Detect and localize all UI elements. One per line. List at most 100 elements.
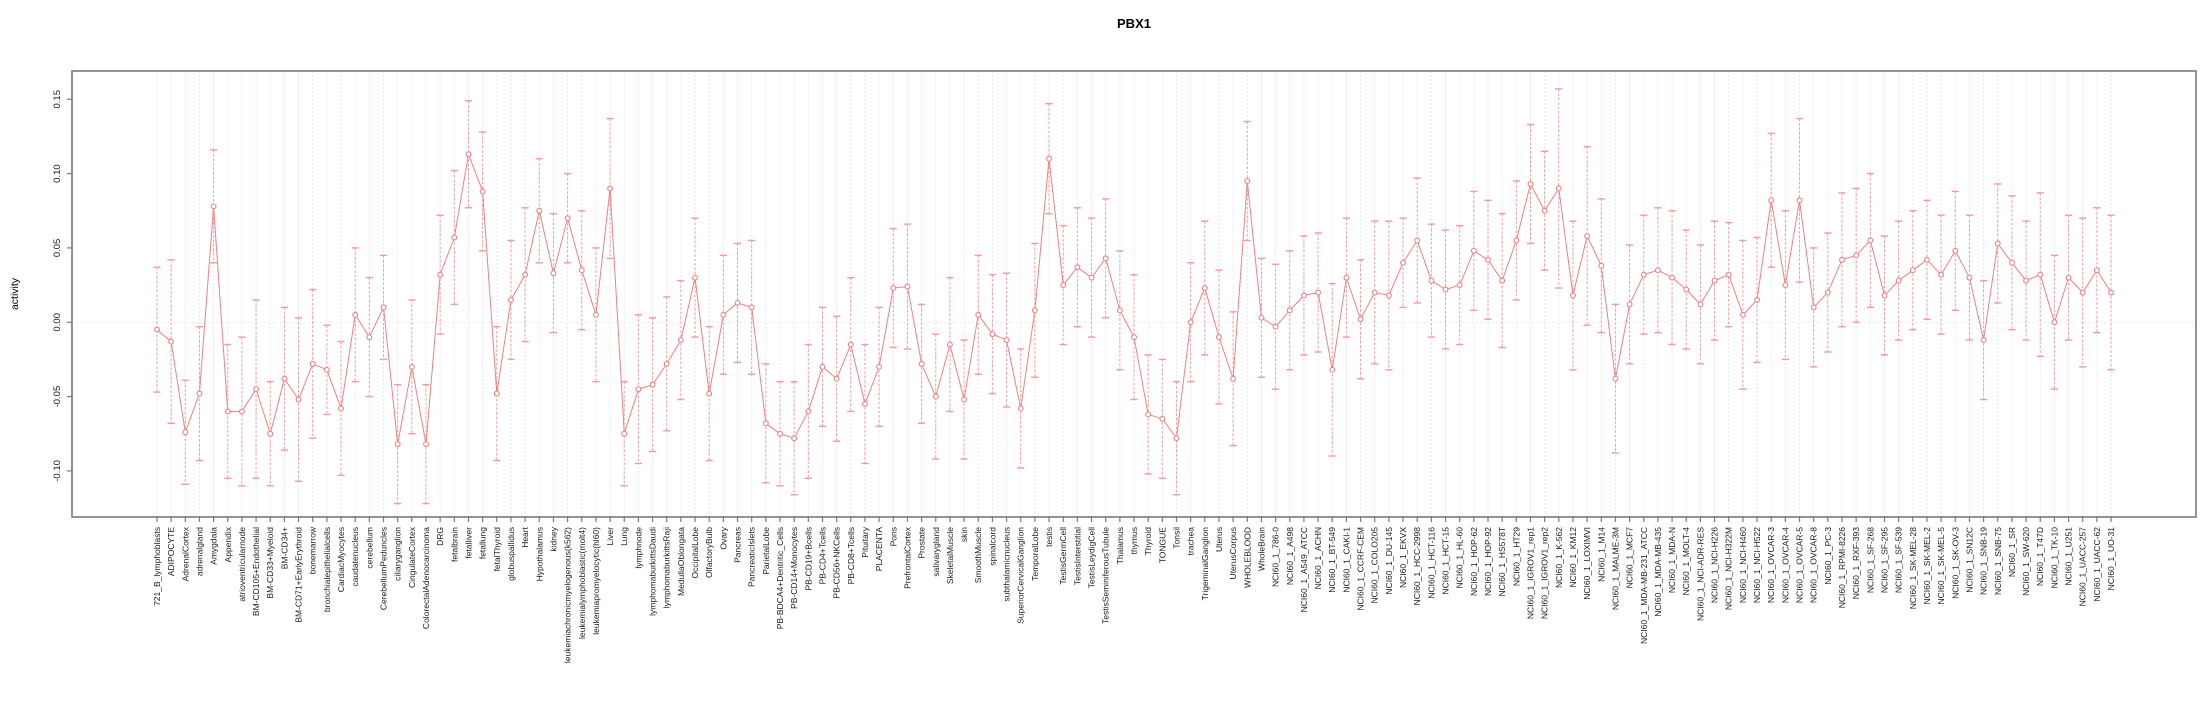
data-point [1881,292,1888,299]
x-tick-label: PB-CD8+Tcells [846,527,856,584]
data-point [522,271,529,278]
data-point [876,363,883,370]
x-tick-label: BM-CD71+EarlyErythroid [294,527,304,623]
data-point [1711,277,1718,284]
data-point [1145,411,1152,418]
data-point [1485,256,1491,263]
data-point [394,441,401,448]
data-point [1555,185,1562,192]
x-tick-label: PB-BDCA4+Dentritic_Cells [775,527,785,629]
data-point [1131,334,1137,341]
data-point [2065,274,2072,281]
data-point [1499,277,1506,284]
data-point [2037,271,2044,278]
x-tick-label: NCI60_1_NCI-H322M [1724,527,1734,610]
x-tick-label: NCI60_1_SK-OV-3 [1950,527,1960,599]
x-tick-label: lymphnode [633,527,643,569]
x-tick-label: ADIPOCYTE [166,527,176,576]
data-point [1867,237,1874,244]
x-tick-label: NCI60_1_U251 [2064,527,2074,586]
data-point [946,341,953,348]
data-point [1456,282,1463,289]
x-tick-label: NCI60_1_SF-268 [1865,527,1875,593]
x-tick-label: NCI60_1_BT-549 [1327,527,1337,593]
x-tick-label: AdrenalCortex [180,526,190,581]
data-point [890,285,897,292]
x-tick-label: CardiacMyocytes [336,527,346,592]
x-tick-label: Pituitary [860,526,870,557]
x-tick-label: NCI60_1_OVCAR-4 [1780,527,1790,603]
data-point [168,338,175,345]
x-tick-label: adrenalgland [194,527,204,576]
x-tick-label: ColorectalAdenocarcinoma [421,527,431,629]
x-tick-label: NCI60_1_HOP-62 [1469,527,1479,596]
data-point [1428,277,1435,284]
x-tick-label: NCI60_1_OVCAR-5 [1795,527,1805,603]
data-point [196,390,203,397]
data-point [1060,282,1067,289]
y-axis-label: activity [9,277,21,310]
x-tick-label: fetallung [478,527,488,559]
data-point [309,360,316,367]
data-point [1725,271,1732,278]
data-point [1187,319,1194,326]
x-tick-label: NCI60_1_IGROV1_rep1 [1525,527,1535,619]
data-point [1938,271,1945,278]
x-tick-label: NCI60_1_PC-3 [1823,527,1833,585]
data-point [2008,259,2015,266]
data-point [1357,316,1364,323]
x-tick-label: atrioventricularnode [237,527,247,602]
data-point [1654,267,1661,274]
data-point [1244,178,1251,184]
data-point [961,396,968,403]
data-point [1754,296,1760,303]
data-point [508,296,514,303]
x-tick-label: WholeBrain [1256,527,1266,571]
data-point [989,331,996,338]
data-point [380,304,387,311]
x-tick-label: NCI60_1_A549_ATCC [1299,527,1309,612]
x-tick-label: globuspallidus [506,527,516,581]
x-tick-label: bonemarrow [308,526,318,574]
data-point [1782,282,1789,289]
data-point [1230,375,1237,382]
x-tick-label: NCI60_1_CAKI-1 [1341,527,1351,593]
data-point [1626,301,1633,308]
x-tick-label: NCI60_1_OVCAR-3 [1766,527,1776,603]
data-point [2079,289,2086,296]
x-tick-label: CerebellumPeduncles [379,527,389,610]
x-tick-label: NCI60_1_COLO205 [1370,527,1380,604]
data-point [451,234,458,241]
x-tick-label: PLACENTA [874,527,884,572]
x-tick-label: PancreaticIslets [747,527,757,587]
data-point [1570,292,1576,299]
x-tick-label: Uterus [1214,527,1224,552]
x-tick-label: NCI60_1_KM12 [1568,527,1578,588]
x-tick-label: NCI60_1_MCF7 [1625,527,1635,589]
data-point [1017,405,1024,412]
data-point [1400,259,1406,266]
data-point [1046,155,1052,162]
data-point [281,375,288,382]
data-point [1088,274,1095,281]
x-tick-label: Lung [619,527,629,546]
data-point [1980,337,1987,344]
x-tick-label: Ovary [718,526,728,549]
data-point [1315,289,1322,296]
x-tick-label: fetalbrain [449,527,459,562]
x-tick-label: lymphomaburkittsRaji [662,527,672,608]
data-point [1329,366,1336,373]
y-tick-label: -0.10 [52,460,63,482]
data-point [1853,252,1860,259]
data-point [904,283,911,290]
data-point [352,311,359,318]
x-tick-label: BM-CD33+Myeloid [265,527,275,599]
data-point [1768,197,1775,204]
data-point [677,337,684,344]
x-tick-label: TemporalLobe [1030,527,1040,581]
y-tick-label: 0.10 [52,164,63,183]
x-tick-label: OlfactoryBulb [704,527,714,578]
data-point [366,334,373,341]
x-tick-label: UterusCorpus [1228,527,1238,579]
